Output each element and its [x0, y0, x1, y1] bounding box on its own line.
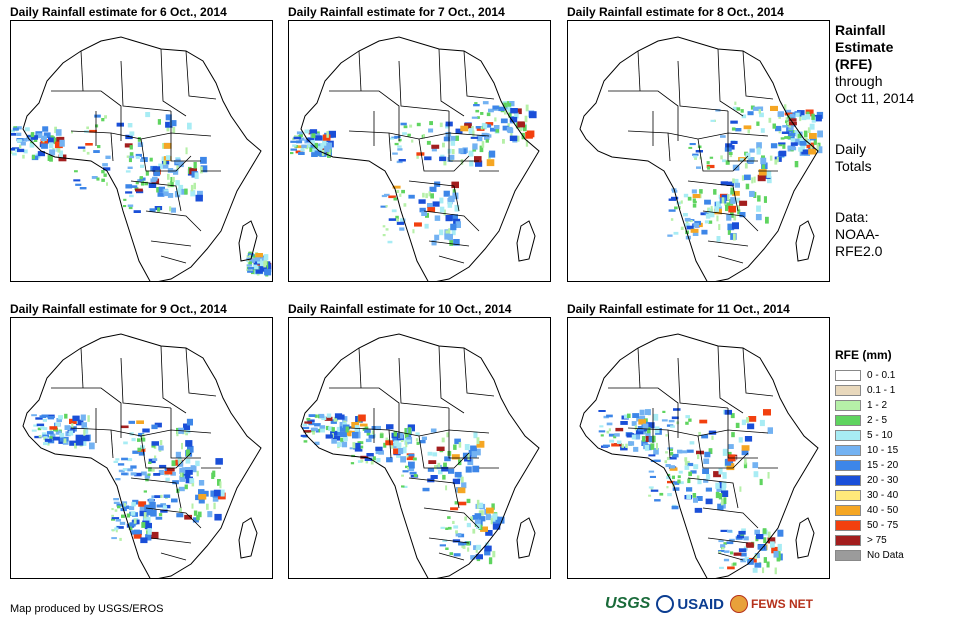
legend-label: 1 - 2 [867, 400, 888, 411]
panel-title: Daily Rainfall estimate for 11 Oct., 201… [567, 302, 790, 316]
africa-map [22, 333, 262, 578]
legend-item: 30 - 40 [835, 488, 965, 503]
legend-swatch [835, 520, 861, 531]
legend-label: 30 - 40 [867, 490, 899, 501]
legend-swatch [835, 400, 861, 411]
side-data-label: Data: [835, 209, 869, 225]
legend-item: 0 - 0.1 [835, 368, 965, 383]
legend-swatch [835, 475, 861, 486]
africa-map [300, 333, 540, 578]
legend-item: 10 - 15 [835, 443, 965, 458]
map-frame [288, 20, 551, 282]
side-heading-line: Estimate [835, 39, 894, 55]
legend-item: 1 - 2 [835, 398, 965, 413]
map-frame [10, 20, 273, 282]
legend-label: 15 - 20 [867, 460, 899, 471]
side-heading-line: Rainfall [835, 22, 886, 38]
legend-swatch [835, 385, 861, 396]
legend-item: 2 - 5 [835, 413, 965, 428]
africa-map [579, 36, 824, 281]
panel-title: Daily Rainfall estimate for 7 Oct., 2014 [288, 5, 505, 19]
legend-label: > 75 [867, 535, 887, 546]
legend-swatch [835, 550, 861, 561]
legend-label: 20 - 30 [867, 475, 899, 486]
legend-swatch [835, 460, 861, 471]
usaid-logo-text: USAID [677, 595, 725, 613]
legend-item: 40 - 50 [835, 503, 965, 518]
legend-swatch [835, 370, 861, 381]
map-frame [567, 20, 830, 282]
legend-swatch [835, 490, 861, 501]
legend-label: No Data [867, 550, 904, 561]
side-description: Rainfall Estimate (RFE) through Oct 11, … [835, 22, 965, 260]
usaid-logo: USAID [656, 595, 724, 613]
side-heading-line: (RFE) [835, 56, 873, 72]
legend-item: 20 - 30 [835, 473, 965, 488]
logo-strip: USGS USAID FEWS NET [605, 595, 813, 613]
fews-net-logo: FEWS NET [730, 595, 813, 613]
fews-net-logo-text: FEWS NET [751, 597, 814, 611]
side-data-source: RFE2.0 [835, 243, 883, 259]
legend-item: No Data [835, 548, 965, 563]
map-frame [567, 317, 830, 579]
africa-map [579, 333, 819, 578]
map-panel-oct-10: Daily Rainfall estimate for 10 Oct., 201… [288, 302, 551, 580]
africa-map [11, 36, 272, 281]
africa-map [290, 36, 540, 281]
panel-title: Daily Rainfall estimate for 8 Oct., 2014 [567, 5, 784, 19]
legend-label: 0.1 - 1 [867, 385, 896, 396]
legend-swatch [835, 535, 861, 546]
map-frame [10, 317, 273, 579]
legend-item: 5 - 10 [835, 428, 965, 443]
map-panel-oct-7: Daily Rainfall estimate for 7 Oct., 2014 [288, 5, 551, 283]
side-totals: Totals [835, 158, 872, 174]
legend-swatch [835, 415, 861, 426]
side-through: through [835, 73, 883, 89]
legend-item: 0.1 - 1 [835, 383, 965, 398]
map-panel-oct-11: Daily Rainfall estimate for 11 Oct., 201… [567, 302, 830, 580]
legend-title: RFE (mm) [835, 348, 892, 362]
side-daily: Daily [835, 141, 867, 157]
legend-label: 10 - 15 [867, 445, 899, 456]
legend-label: 50 - 75 [867, 520, 899, 531]
legend-label: 2 - 5 [867, 415, 888, 426]
legend-item: 15 - 20 [835, 458, 965, 473]
map-panel-oct-9: Daily Rainfall estimate for 9 Oct., 2014 [10, 302, 273, 580]
legend-swatch [835, 505, 861, 516]
rfe-legend: RFE (mm) 0 - 0.1 0.1 - 1 1 - 2 2 - 5 5 - 10 1… [835, 348, 965, 563]
legend-swatch [835, 445, 861, 456]
legend-item: 50 - 75 [835, 518, 965, 533]
legend-label: 0 - 0.1 [867, 370, 896, 381]
legend-swatch [835, 430, 861, 441]
side-date: Oct 11, 2014 [835, 90, 915, 106]
side-data-source: NOAA- [835, 226, 880, 242]
fews-net-seal-icon [730, 595, 749, 613]
legend-label: 5 - 10 [867, 430, 893, 441]
map-panel-oct-6: Daily Rainfall estimate for 6 Oct., 2014 [10, 5, 273, 283]
usaid-seal-icon [656, 595, 675, 613]
usgs-logo: USGS [605, 595, 651, 612]
map-panel-oct-8: Daily Rainfall estimate for 8 Oct., 2014 [567, 5, 830, 283]
legend-item: > 75 [835, 533, 965, 548]
map-frame [288, 317, 551, 579]
legend-label: 40 - 50 [867, 505, 899, 516]
panel-title: Daily Rainfall estimate for 10 Oct., 201… [288, 302, 512, 316]
panel-title: Daily Rainfall estimate for 9 Oct., 2014 [10, 302, 227, 316]
map-credit: Map produced by USGS/EROS [10, 603, 164, 615]
panel-title: Daily Rainfall estimate for 6 Oct., 2014 [10, 5, 227, 19]
